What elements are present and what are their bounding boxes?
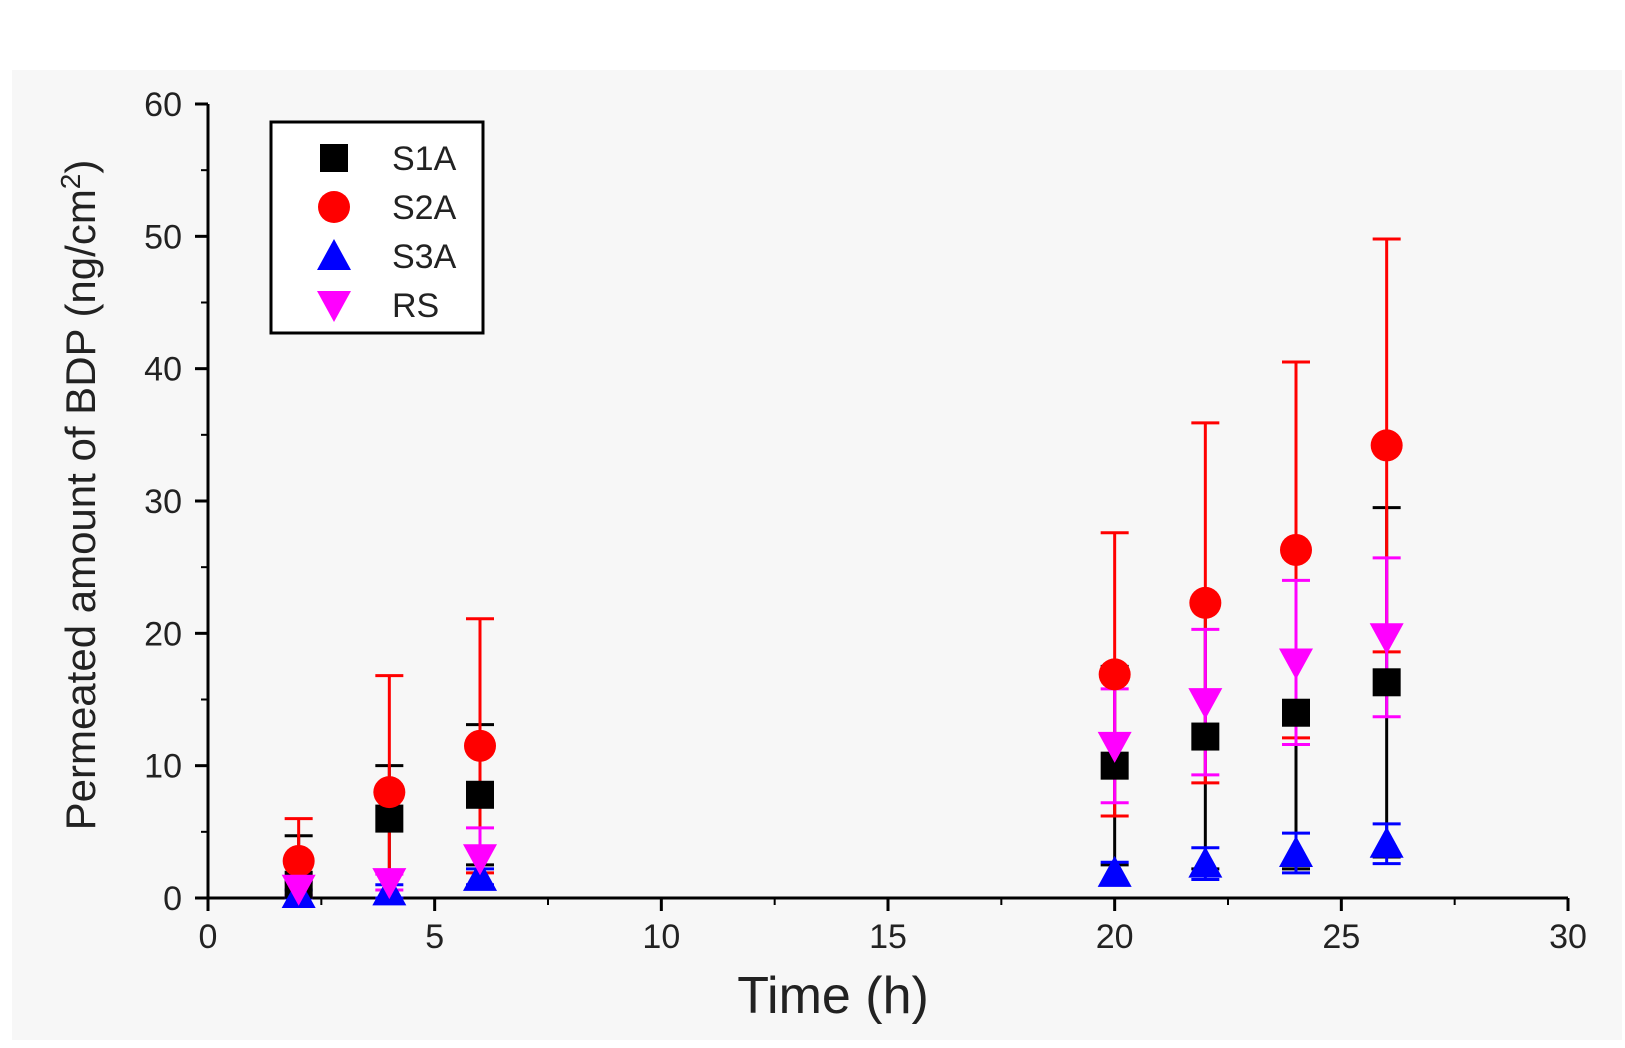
plot-background (12, 70, 1622, 1040)
y-axis-label-superscript: 2 (55, 174, 86, 190)
legend-label: S3A (392, 238, 457, 276)
y-tick-label: 60 (144, 86, 182, 124)
data-point (1369, 623, 1404, 655)
legend-marker (317, 291, 351, 322)
y-axis-label-tail: ) (57, 160, 104, 174)
legend-label: S1A (392, 140, 457, 178)
legend-box (269, 120, 485, 335)
y-tick-label: 30 (144, 483, 182, 521)
x-axis-label: Time (h) (737, 967, 929, 1025)
x-tick-label: 10 (642, 918, 680, 956)
data-point (1189, 586, 1222, 619)
x-tick-label: 0 (199, 918, 218, 956)
data-point (463, 859, 497, 891)
data-point (281, 874, 316, 906)
y-tick-label: 0 (163, 880, 182, 918)
data-point (1370, 429, 1403, 462)
y-axis-label: Permeated amount of BDP (ng/cm2) (55, 160, 105, 831)
data-point (372, 868, 407, 900)
data-point (373, 776, 406, 809)
x-tick-label: 5 (425, 918, 444, 956)
x-tick-label: 30 (1549, 918, 1587, 956)
data-point (1097, 731, 1132, 763)
x-tick-label: 25 (1322, 918, 1360, 956)
data-point (1369, 826, 1404, 858)
data-point (1188, 846, 1223, 878)
x-tick-label: 15 (869, 918, 907, 956)
data-point (463, 844, 497, 876)
data-point (1279, 836, 1313, 868)
legend-label: S2A (392, 189, 457, 227)
legend-marker (320, 144, 348, 172)
y-tick-label: 10 (144, 748, 182, 786)
data-point (1098, 658, 1131, 691)
data-point (1188, 688, 1223, 720)
legend-marker (317, 239, 351, 270)
data-point (1097, 855, 1132, 887)
y-tick-label: 20 (144, 615, 182, 653)
data-point (466, 780, 494, 809)
data-point (282, 844, 315, 877)
data-point (1372, 668, 1401, 697)
data-point (1279, 648, 1313, 680)
data-point (464, 729, 496, 762)
y-tick-label: 40 (144, 351, 182, 389)
data-point (1280, 533, 1312, 566)
y-tick-label: 50 (144, 218, 182, 256)
data-point (1282, 698, 1310, 727)
x-tick-label: 20 (1096, 918, 1134, 956)
data-point (1191, 722, 1220, 751)
y-axis-label-main: Permeated amount of BDP (ng/cm (57, 189, 104, 830)
data-point (375, 804, 404, 833)
legend-marker (318, 191, 350, 223)
legend-label: RS (392, 287, 439, 325)
